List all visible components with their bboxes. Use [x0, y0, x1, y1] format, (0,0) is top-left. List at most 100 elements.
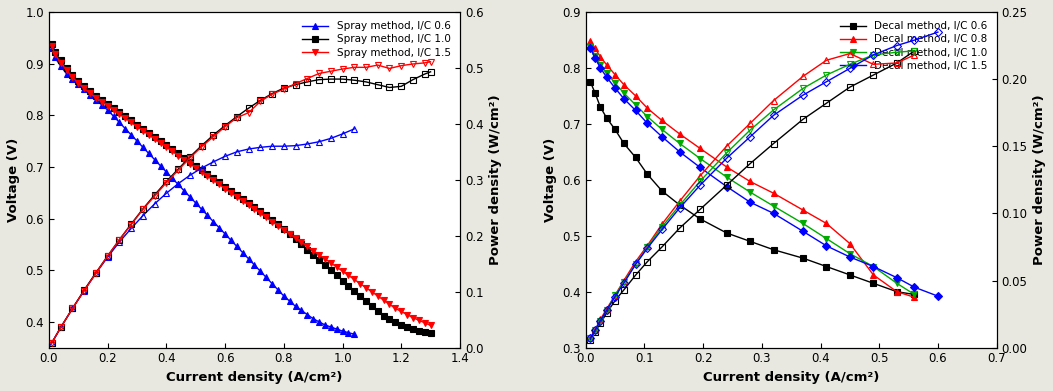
Decal method, I/C 1.0 — [656, 127, 669, 132]
Spray method, I/C 1.0 — [207, 176, 220, 181]
Decal method, I/C 1.5 — [673, 149, 686, 154]
Line: Decal method, I/C 0.8: Decal method, I/C 0.8 — [588, 38, 917, 300]
Decal method, I/C 0.8 — [600, 63, 613, 67]
Spray method, I/C 0.6 — [237, 250, 250, 255]
Decal method, I/C 0.6 — [843, 273, 856, 277]
Decal method, I/C 1.5 — [617, 96, 630, 101]
Decal method, I/C 0.6 — [867, 281, 879, 286]
Decal method, I/C 1.5 — [584, 46, 597, 51]
Decal method, I/C 0.6 — [617, 141, 630, 146]
Decal method, I/C 1.0 — [609, 81, 621, 85]
Spray method, I/C 1.0 — [424, 330, 437, 335]
Decal method, I/C 0.8 — [589, 46, 601, 51]
Decal method, I/C 0.8 — [843, 241, 856, 246]
Spray method, I/C 0.6 — [125, 133, 138, 137]
Decal method, I/C 1.5 — [891, 275, 903, 280]
Spray method, I/C 1.0 — [342, 283, 355, 288]
Y-axis label: Power density (W/cm²): Power density (W/cm²) — [1033, 95, 1046, 265]
Spray method, I/C 1.5 — [342, 273, 355, 278]
Decal method, I/C 0.8 — [584, 39, 597, 43]
Decal method, I/C 0.6 — [594, 105, 607, 109]
Decal method, I/C 1.5 — [867, 264, 879, 269]
Y-axis label: Voltage (V): Voltage (V) — [543, 138, 557, 222]
Spray method, I/C 0.6 — [224, 238, 237, 242]
Decal method, I/C 0.6 — [891, 289, 903, 294]
Spray method, I/C 0.6 — [347, 332, 360, 337]
Decal method, I/C 1.5 — [820, 244, 833, 248]
Decal method, I/C 1.0 — [594, 62, 607, 67]
Decal method, I/C 1.0 — [867, 264, 879, 269]
Decal method, I/C 1.0 — [843, 251, 856, 256]
Spray method, I/C 1.0 — [160, 143, 173, 147]
Spray method, I/C 0.6 — [313, 319, 325, 324]
Legend: Decal method, I/C 0.6, Decal method, I/C 0.8, Decal method, I/C 1.0, Decal metho: Decal method, I/C 0.6, Decal method, I/C… — [835, 17, 992, 75]
Decal method, I/C 1.5 — [600, 75, 613, 80]
Spray method, I/C 1.0 — [395, 323, 408, 327]
Decal method, I/C 1.0 — [600, 71, 613, 76]
Decal method, I/C 1.0 — [694, 156, 707, 161]
Decal method, I/C 0.8 — [820, 221, 833, 226]
Decal method, I/C 0.6 — [630, 155, 642, 160]
Decal method, I/C 0.6 — [796, 256, 809, 260]
Spray method, I/C 1.5 — [395, 309, 408, 314]
Spray method, I/C 1.5 — [45, 44, 58, 48]
Decal method, I/C 1.5 — [768, 211, 780, 216]
Y-axis label: Power density (W/cm²): Power density (W/cm²) — [489, 95, 502, 265]
Decal method, I/C 0.8 — [609, 72, 621, 77]
Decal method, I/C 0.8 — [656, 118, 669, 123]
Decal method, I/C 0.8 — [630, 93, 642, 98]
Decal method, I/C 1.0 — [641, 114, 654, 119]
X-axis label: Current density (A/cm²): Current density (A/cm²) — [703, 371, 879, 384]
Decal method, I/C 0.6 — [768, 248, 780, 252]
Decal method, I/C 1.5 — [908, 285, 920, 290]
Decal method, I/C 0.6 — [609, 127, 621, 132]
Decal method, I/C 1.0 — [908, 292, 920, 297]
Decal method, I/C 1.0 — [617, 91, 630, 95]
Decal method, I/C 0.6 — [656, 188, 669, 193]
Spray method, I/C 1.5 — [424, 323, 437, 328]
Decal method, I/C 1.5 — [641, 121, 654, 126]
Decal method, I/C 1.5 — [932, 294, 945, 298]
Line: Decal method, I/C 0.6: Decal method, I/C 0.6 — [588, 79, 917, 297]
Line: Decal method, I/C 1.5: Decal method, I/C 1.5 — [588, 45, 940, 299]
Decal method, I/C 0.8 — [694, 146, 707, 151]
Decal method, I/C 1.0 — [796, 221, 809, 226]
Decal method, I/C 1.0 — [768, 204, 780, 208]
Decal method, I/C 0.8 — [891, 289, 903, 294]
Decal method, I/C 0.6 — [743, 239, 756, 244]
Spray method, I/C 0.6 — [45, 46, 58, 50]
X-axis label: Current density (A/cm²): Current density (A/cm²) — [166, 371, 342, 384]
Decal method, I/C 1.5 — [609, 86, 621, 90]
Decal method, I/C 1.5 — [656, 135, 669, 139]
Decal method, I/C 1.0 — [589, 53, 601, 58]
Spray method, I/C 1.5 — [101, 104, 114, 108]
Decal method, I/C 0.6 — [694, 217, 707, 221]
Decal method, I/C 1.0 — [673, 141, 686, 146]
Decal method, I/C 1.5 — [630, 108, 642, 113]
Line: Spray method, I/C 0.6: Spray method, I/C 0.6 — [49, 45, 357, 337]
Decal method, I/C 0.8 — [796, 208, 809, 212]
Decal method, I/C 1.0 — [630, 102, 642, 107]
Spray method, I/C 0.6 — [278, 294, 291, 298]
Decal method, I/C 0.6 — [820, 264, 833, 269]
Spray method, I/C 1.5 — [207, 178, 220, 183]
Spray method, I/C 1.0 — [45, 41, 58, 46]
Decal method, I/C 0.8 — [908, 295, 920, 300]
Decal method, I/C 0.8 — [673, 131, 686, 136]
Decal method, I/C 1.0 — [720, 175, 733, 179]
Decal method, I/C 1.5 — [589, 56, 601, 60]
Decal method, I/C 1.5 — [694, 165, 707, 170]
Line: Decal method, I/C 1.0: Decal method, I/C 1.0 — [588, 44, 917, 297]
Decal method, I/C 1.0 — [584, 44, 597, 49]
Decal method, I/C 0.6 — [908, 292, 920, 297]
Line: Spray method, I/C 1.0: Spray method, I/C 1.0 — [49, 41, 434, 335]
Y-axis label: Voltage (V): Voltage (V) — [7, 138, 20, 222]
Decal method, I/C 0.8 — [768, 191, 780, 196]
Decal method, I/C 0.8 — [641, 106, 654, 111]
Decal method, I/C 0.6 — [589, 91, 601, 95]
Decal method, I/C 1.0 — [820, 236, 833, 241]
Decal method, I/C 1.5 — [843, 255, 856, 259]
Decal method, I/C 1.5 — [743, 200, 756, 204]
Decal method, I/C 0.8 — [743, 179, 756, 184]
Decal method, I/C 1.0 — [743, 190, 756, 194]
